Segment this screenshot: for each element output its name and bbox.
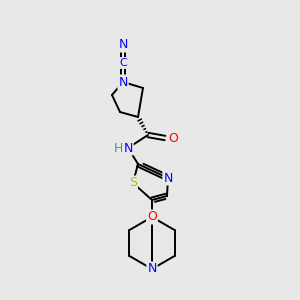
Text: C: C [119,58,127,68]
Text: O: O [168,131,178,145]
Text: N: N [147,262,157,275]
Text: N: N [163,172,173,184]
Text: S: S [129,176,137,190]
Text: N: N [118,76,128,88]
Text: H: H [113,142,123,154]
Text: N: N [118,38,128,52]
Text: O: O [147,211,157,224]
Text: N: N [123,142,133,154]
